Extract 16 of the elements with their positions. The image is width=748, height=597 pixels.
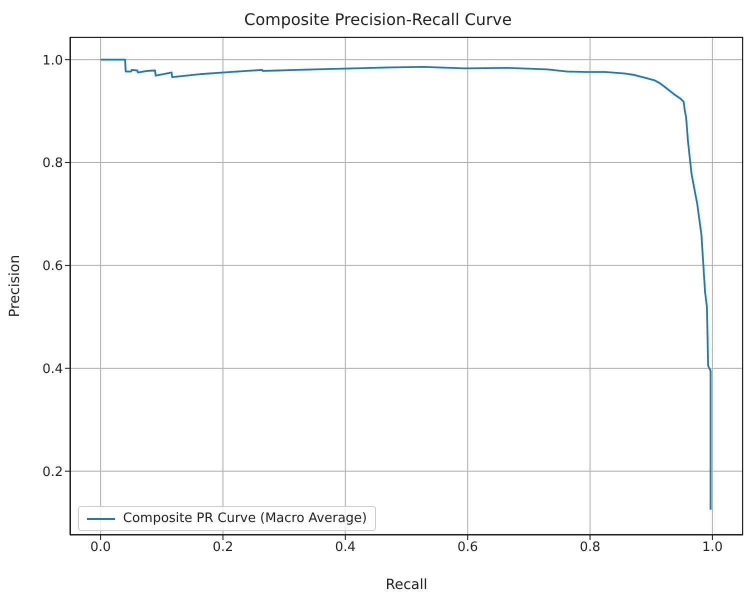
x-tick-label: 0.2: [212, 540, 234, 556]
x-axis-title: Recall: [386, 577, 428, 593]
y-tick-label: 0.8: [42, 156, 63, 172]
chart-title: Composite Precision-Recall Curve: [243, 10, 513, 29]
legend-label: Composite PR Curve (Macro Average): [123, 511, 368, 526]
line-series: [100, 58, 712, 511]
y-axis-title: Precision: [6, 254, 23, 318]
y-tick-label: 0.2: [42, 464, 63, 480]
x-tick-label: 1.0: [702, 540, 723, 556]
x-tick-label: 0.6: [457, 540, 478, 556]
y-tick-label: 0.4: [42, 362, 63, 377]
y-tick-label: 1.0: [42, 53, 63, 68]
x-tick-label: 0.4: [334, 540, 356, 556]
x-tick-label: 0.8: [580, 540, 600, 556]
x-tick-label: 0.0: [90, 540, 111, 556]
y-tick-label: 0.6: [42, 259, 63, 274]
